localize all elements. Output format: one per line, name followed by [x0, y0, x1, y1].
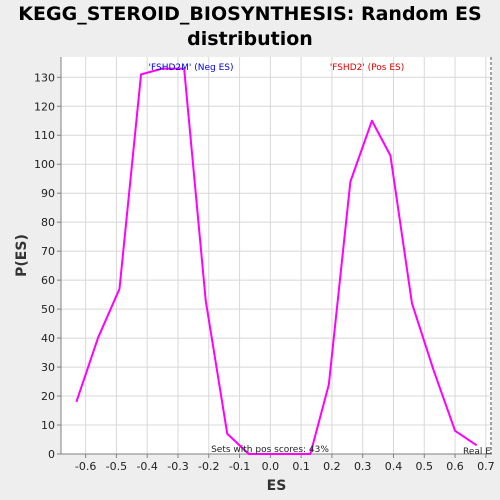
y-ticks: 0 10 20 30 40 50 60 70 80 90 100 110 120 130 — [34, 71, 61, 461]
neg-es-label: 'FSHD2M' (Neg ES) — [149, 63, 234, 73]
x-tick-label: -0.5 — [106, 460, 127, 473]
x-tick-label: -0.6 — [75, 460, 96, 473]
series — [75, 67, 478, 455]
y-tick-label: 90 — [41, 187, 55, 200]
x-tick-label: 0.5 — [416, 460, 434, 473]
x-tick-label: -0.2 — [198, 460, 219, 473]
pos-scores-label: Sets with pos scores: 43% — [211, 445, 329, 455]
y-axis-label: P(ES) — [14, 234, 30, 277]
x-tick-label: 0.4 — [385, 460, 403, 473]
y-tick-label: 110 — [34, 129, 55, 142]
x-tick-label: 0.1 — [292, 460, 310, 473]
y-tick-label: 20 — [41, 390, 55, 403]
x-tick-label: 0.0 — [262, 460, 280, 473]
x-tick-label: -0.1 — [229, 460, 250, 473]
x-axis-label: ES — [267, 478, 287, 494]
x-ticks: -0.6 -0.5 -0.4 -0.3 -0.2 -0.1 0.0 0.1 0.2 0.3 0.4 0… — [75, 454, 495, 473]
real-es-label: Real E — [463, 447, 491, 457]
y-tick-label: 80 — [41, 216, 55, 229]
x-tick-label: -0.4 — [136, 460, 157, 473]
x-tick-label: 0.7 — [477, 460, 495, 473]
x-tick-label: -0.3 — [167, 460, 188, 473]
y-tick-label: 50 — [41, 303, 55, 316]
pos-es-label: 'FSHD2' (Pos ES) — [330, 63, 405, 73]
y-tick-label: 30 — [41, 361, 55, 374]
y-tick-label: 70 — [41, 245, 55, 258]
plot-area — [61, 57, 492, 454]
x-tick-label: 0.6 — [446, 460, 464, 473]
y-tick-label: 10 — [41, 419, 55, 432]
chart-title: KEGG_STEROID_BIOSYNTHESIS: Random ES dis… — [18, 3, 482, 50]
x-tick-label: 0.3 — [354, 460, 372, 473]
series-line — [75, 67, 478, 455]
y-tick-label: 120 — [34, 100, 55, 113]
y-tick-label: 60 — [41, 274, 55, 287]
x-tick-label: 0.2 — [323, 460, 341, 473]
y-tick-label: 130 — [34, 71, 55, 84]
y-tick-label: 0 — [48, 448, 55, 461]
y-tick-label: 100 — [34, 158, 55, 171]
y-tick-label: 40 — [41, 332, 55, 345]
